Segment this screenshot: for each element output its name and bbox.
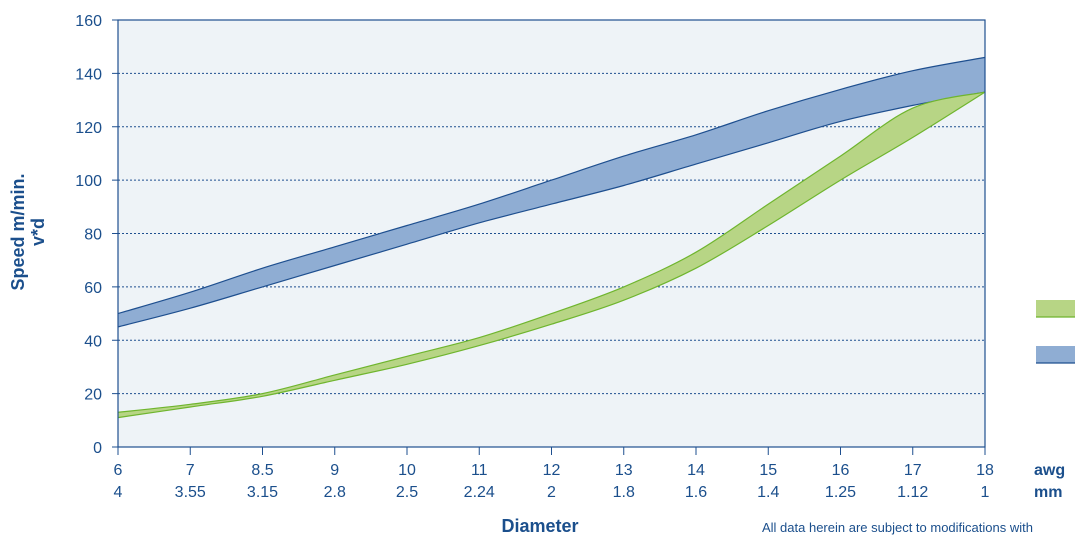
y-tick-label: 0 — [93, 440, 102, 457]
series-upper-line-1 — [117, 91, 986, 413]
legend — [1036, 300, 1075, 364]
x-tick-label-mm: 2 — [547, 484, 556, 501]
x-axis-title: Diameter — [501, 516, 578, 536]
series-band-0 — [118, 57, 985, 327]
x-tick-label-awg: 12 — [543, 462, 561, 479]
y-tick-label: 120 — [75, 120, 102, 137]
x-tick-label-mm: 1.25 — [825, 484, 856, 501]
y-tick-label: 140 — [75, 66, 102, 83]
y-tick-label: 40 — [84, 333, 102, 350]
x-tick-label-mm: 3.15 — [247, 484, 278, 501]
y-tick-label: 20 — [84, 387, 102, 404]
x-tick-label-awg: 9 — [330, 462, 339, 479]
x-tick-label-awg: 14 — [687, 462, 705, 479]
y-axis-title-line1: Speed m/min. — [8, 173, 28, 290]
series-band-1 — [118, 92, 985, 418]
series-lower-line-0 — [117, 91, 986, 328]
x-tick-label-mm: 4 — [114, 484, 123, 501]
x-tick-label-mm: 2.24 — [464, 484, 495, 501]
x-tick-label-mm: 1.12 — [897, 484, 928, 501]
x-tick-label-awg: 6 — [114, 462, 123, 479]
y-axis-title-line2: v*d — [28, 218, 48, 246]
y-tick-labels: 0 20 40 60 80 100 120 140 160 — [75, 13, 102, 457]
x-tick-label-awg: 17 — [904, 462, 922, 479]
x-tick-label-awg: 7 — [186, 462, 195, 479]
x-tick-label-awg: 11 — [471, 462, 488, 479]
x-tick-label-awg: 16 — [832, 462, 850, 479]
y-tick-label: 80 — [84, 227, 102, 244]
x-tick-label-awg: 13 — [615, 462, 633, 479]
series-upper-line-0 — [117, 56, 986, 315]
x-tick-label-mm: 1.4 — [757, 484, 779, 501]
x-tick-label-awg: 8.5 — [251, 462, 273, 479]
footnote: All data herein are subject to modificat… — [762, 520, 1033, 535]
legend-swatch-1 — [1036, 300, 1075, 317]
data-bands — [117, 56, 986, 419]
x-row-label-mm: mm — [1034, 484, 1062, 501]
y-tick-label: 60 — [84, 280, 102, 297]
x-tick-labels: 6 4 7 3.55 8.5 3.15 9 2.8 10 2.5 11 2.24 12 2 13 1.8 14 1… — [114, 462, 994, 501]
legend-swatch-0 — [1036, 346, 1075, 363]
x-tick-label-awg: 18 — [976, 462, 994, 479]
x-tick-label-awg: 15 — [759, 462, 777, 479]
x-tick-label-mm: 3.55 — [175, 484, 206, 501]
x-tick-label-mm: 1.6 — [685, 484, 707, 501]
x-tick-label-mm: 1 — [981, 484, 990, 501]
x-row-label-awg: awg — [1034, 462, 1065, 479]
x-tick-label-mm: 2.8 — [324, 484, 346, 501]
series-lower-line-1 — [117, 91, 986, 419]
y-tick-label: 160 — [75, 13, 102, 30]
y-tick-label: 100 — [75, 173, 102, 190]
plot-frame — [117, 19, 986, 448]
x-tick-label-mm: 2.5 — [396, 484, 418, 501]
x-tick-label-awg: 10 — [398, 462, 416, 479]
x-tick-label-mm: 1.8 — [613, 484, 635, 501]
